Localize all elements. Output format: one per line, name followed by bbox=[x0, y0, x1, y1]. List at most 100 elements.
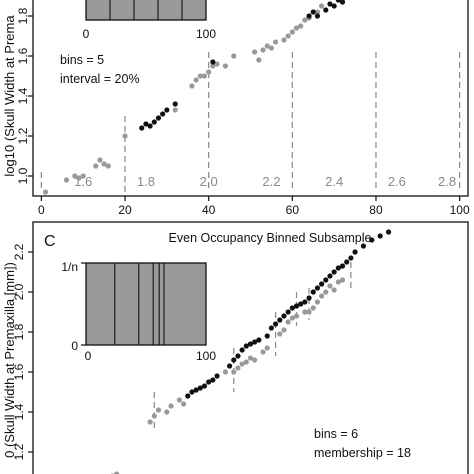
bottom-y-tick-label: 2.2 bbox=[12, 243, 26, 260]
bottom-data-point bbox=[310, 289, 316, 295]
top-y-tick-label: 1.0 bbox=[16, 167, 30, 184]
bottom-data-point bbox=[323, 289, 329, 295]
bottom-data-point bbox=[151, 413, 157, 419]
bottom-points bbox=[110, 229, 392, 474]
top-y-tick-label: 1.2 bbox=[16, 127, 30, 144]
top-x-tick-label: 0 bbox=[38, 203, 45, 217]
bottom-data-point bbox=[306, 309, 312, 315]
bottom-data-point bbox=[210, 377, 216, 383]
top-data-point bbox=[172, 107, 178, 113]
bottom-inset-ytick-1n: 1/n bbox=[61, 260, 78, 274]
top-inset-box bbox=[85, 0, 207, 21]
bottom-data-point bbox=[197, 385, 203, 391]
bottom-inset: 1/n 0 0 100 bbox=[61, 260, 216, 363]
top-data-point bbox=[139, 125, 145, 131]
bottom-data-point bbox=[348, 255, 354, 261]
bottom-data-point bbox=[339, 277, 346, 283]
top-data-point bbox=[143, 121, 149, 127]
bottom-data-point bbox=[360, 243, 367, 249]
top-data-point bbox=[314, 13, 321, 19]
top-data-point bbox=[323, 7, 329, 13]
bottom-data-point bbox=[243, 343, 249, 349]
bottom-data-point bbox=[247, 355, 254, 361]
bottom-data-point bbox=[231, 357, 237, 363]
bottom-data-point bbox=[281, 327, 287, 333]
top-data-point bbox=[80, 173, 86, 179]
top-y-ticks: 1.0 1.2 1.4 1.6 1.8 bbox=[16, 7, 33, 184]
top-data-point bbox=[76, 175, 82, 181]
top-data-point bbox=[160, 111, 166, 117]
bottom-data-point bbox=[185, 393, 191, 399]
bottom-y-tick-label: 1.2 bbox=[12, 443, 26, 460]
bottom-data-point bbox=[289, 305, 295, 311]
top-data-point bbox=[252, 49, 258, 55]
bottom-data-point bbox=[335, 279, 341, 285]
bottom-data-point bbox=[180, 401, 187, 407]
bottom-plot-frame bbox=[32, 221, 469, 474]
top-y-tick-label: 1.8 bbox=[16, 7, 30, 24]
bottom-y-ticks: 1.2 1.4 1.6 1.8 2.0 2.2 bbox=[12, 243, 33, 460]
top-data-point bbox=[335, 0, 341, 3]
bottom-annotation-membership: membership = 18 bbox=[314, 446, 411, 460]
top-x-tick-label: 60 bbox=[286, 203, 300, 217]
bottom-data-point bbox=[277, 317, 283, 323]
bottom-data-point bbox=[201, 383, 208, 389]
top-bin-label: 2.0 bbox=[200, 174, 218, 189]
top-data-point bbox=[310, 9, 316, 15]
panel-label-c: C bbox=[44, 233, 56, 250]
bottom-data-point bbox=[176, 397, 182, 403]
bottom-data-point bbox=[323, 277, 329, 283]
bottom-inset-ytick-0: 0 bbox=[71, 339, 78, 353]
bottom-data-point bbox=[285, 319, 291, 325]
top-data-point bbox=[101, 161, 107, 167]
top-x-tick-label: 100 bbox=[450, 203, 470, 217]
top-data-point bbox=[331, 3, 337, 9]
top-bin-labels: 1.6 1.8 2.0 2.2 2.4 2.6 2.8 bbox=[74, 174, 456, 189]
top-bin-label: 2.4 bbox=[325, 174, 343, 189]
bottom-y-axis-label: 0 (Skull Width at Premaxilla [mm]) bbox=[2, 262, 17, 458]
top-annotation-bins: bins = 5 bbox=[60, 53, 104, 67]
bottom-data-point bbox=[268, 325, 275, 331]
top-data-point bbox=[264, 43, 270, 49]
bottom-data-point bbox=[277, 331, 283, 337]
bottom-data-point bbox=[247, 341, 254, 347]
bottom-data-point bbox=[239, 361, 245, 367]
top-data-point bbox=[197, 73, 203, 79]
bottom-data-point bbox=[298, 301, 304, 307]
bottom-data-point bbox=[243, 359, 249, 365]
bottom-data-point bbox=[339, 263, 346, 269]
top-data-point bbox=[314, 9, 321, 15]
top-bin-label: 2.6 bbox=[388, 174, 406, 189]
top-data-point bbox=[201, 73, 208, 79]
bottom-data-point bbox=[314, 299, 321, 305]
bottom-data-point bbox=[319, 293, 325, 299]
top-points bbox=[42, 0, 346, 195]
bottom-data-point bbox=[335, 265, 341, 271]
bottom-data-point bbox=[256, 337, 262, 343]
top-y-tick-label: 1.6 bbox=[16, 47, 30, 64]
top-data-point bbox=[210, 59, 216, 65]
bottom-chart-title: Even Occupancy Binned Subsample bbox=[169, 231, 372, 245]
bottom-data-point bbox=[114, 471, 120, 474]
top-data-point bbox=[172, 101, 178, 107]
bottom-data-point bbox=[377, 233, 383, 239]
top-data-point bbox=[306, 13, 312, 19]
top-data-point bbox=[210, 63, 216, 69]
bottom-data-point bbox=[369, 237, 375, 243]
bottom-data-point bbox=[352, 249, 358, 255]
bottom-data-point bbox=[231, 369, 237, 375]
top-x-tick-label: 40 bbox=[202, 203, 216, 217]
top-x-tick-label: 80 bbox=[369, 203, 383, 217]
top-data-point bbox=[105, 163, 111, 169]
top-data-point bbox=[231, 53, 237, 59]
bottom-data-point bbox=[147, 419, 153, 425]
top-y-tick-label: 1.4 bbox=[16, 87, 30, 104]
bottom-y-tick-label: 1.6 bbox=[12, 363, 26, 380]
top-data-point bbox=[93, 163, 99, 169]
bottom-data-point bbox=[264, 345, 270, 351]
bottom-y-tick-label: 1.4 bbox=[12, 403, 26, 420]
bottom-data-point bbox=[168, 403, 174, 409]
bottom-data-point bbox=[164, 409, 170, 415]
top-data-point bbox=[272, 39, 279, 45]
